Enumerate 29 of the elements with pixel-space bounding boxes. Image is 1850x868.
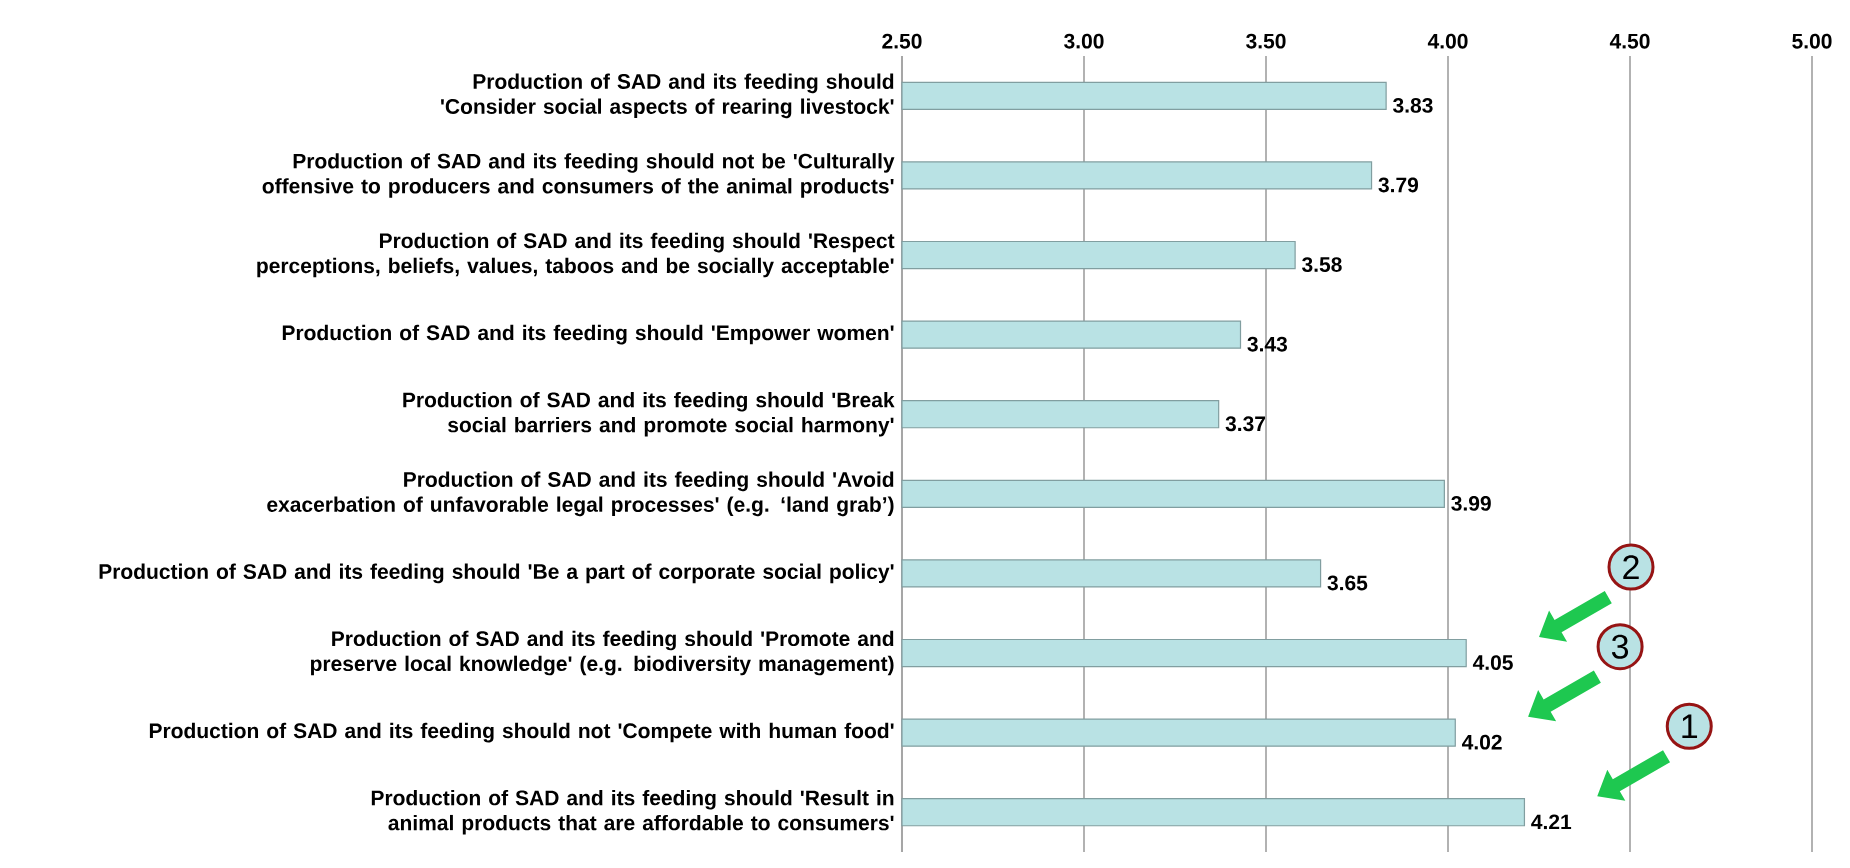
y-tick-label: Production of SAD and its feeding should 'Be a part of corporate social policy' [99,563,894,584]
data-label: 3.83 [1392,97,1433,113]
data-label: 3.37 [1225,416,1266,432]
y-tick-label: Production of SAD and its feeding should 'Consider social aspects of rearing livestock' [441,73,894,119]
annotation: 1 [1682,714,1698,738]
y-tick-label: Production of SAD and its feeding should not 'Compete with human food' [149,722,894,743]
x-tick-label: 4.00 [1427,33,1468,49]
x-tick-label: 3.50 [1246,33,1286,49]
y-tick-label: Production of SAD and its feeding should 'Avoid exacerbation of unfavorable legal processes' (e.g. ‘land grab’) [267,471,894,517]
y-tick-label: Production of SAD and its feeding should 'Result in animal products that are affordable to consumers' [371,789,894,835]
x-tick-label: 4.50 [1609,33,1650,49]
data-label: 4.21 [1531,814,1572,830]
y-tick-label: Production of SAD and its feeding should 'Promote and preserve local knowledge' (e.g. biodiversity management) [310,630,894,676]
y-tick-label: Production of SAD and its feeding should not be 'Culturally offensive to producers and consumers of the animal products' [262,153,895,198]
y-tick-label: Production of SAD and its feeding should 'Respect perceptions, beliefs, values, taboos and be socially acceptable' [257,232,895,278]
data-label: 4.05 [1472,655,1513,671]
x-tick-label: 2.50 [882,33,922,49]
y-tick-label: Production of SAD and its feeding should 'Empower women' [282,324,894,345]
data-label: 4.02 [1461,734,1502,750]
data-label: 3.99 [1451,495,1491,511]
x-tick-label: 5.00 [1792,33,1832,49]
data-label: 3.43 [1247,336,1288,352]
y-tick-label: Production of SAD and its feeding should 'Break social barriers and promote social harmony' [403,391,895,437]
annotation: 2 [1623,555,1639,579]
data-label: 3.65 [1327,575,1368,591]
annotation: 3 [1611,634,1629,659]
data-label: 3.58 [1301,257,1342,273]
x-tick-label: 3.00 [1064,33,1104,49]
data-label: 3.79 [1378,177,1419,193]
